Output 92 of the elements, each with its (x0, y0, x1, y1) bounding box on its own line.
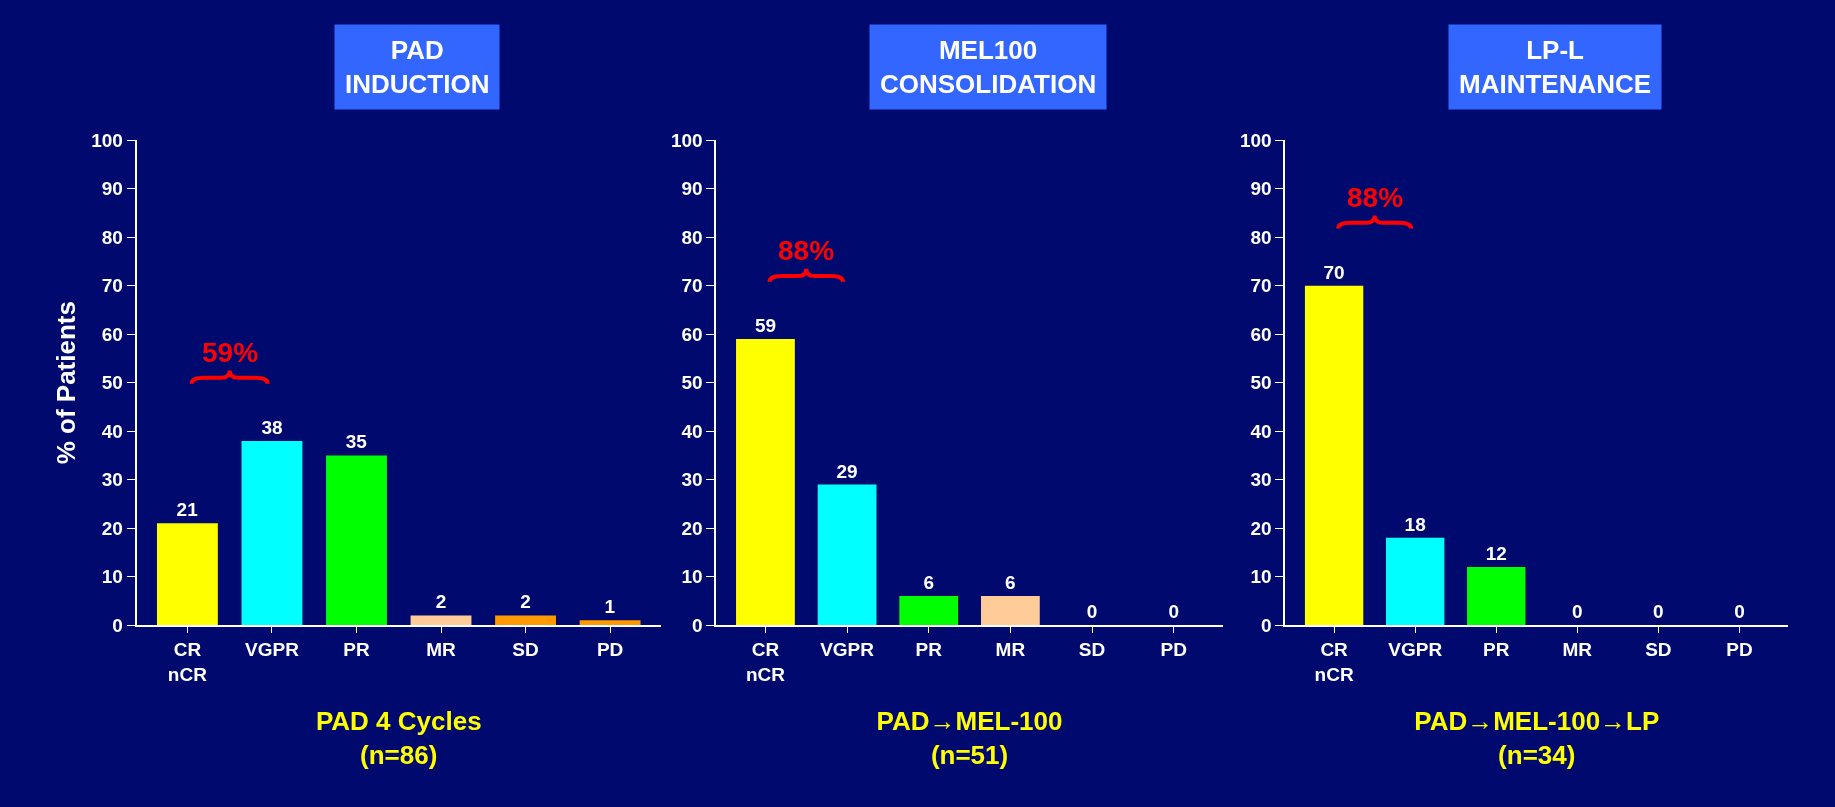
x-tick-label: MR (1562, 638, 1593, 660)
y-tick-label: 20 (101, 517, 123, 539)
x-tick-label: SD (512, 638, 539, 660)
chart-title: LP-L MAINTENANCE (1459, 35, 1652, 99)
data-label: 0 (1572, 601, 1583, 623)
x-tick-label: SD (1645, 638, 1672, 660)
y-tick-label: 20 (1250, 517, 1272, 539)
annotation: 88% (1347, 182, 1404, 213)
y-tick-label: 100 (670, 129, 703, 151)
x-tick-label: SD (1078, 638, 1106, 660)
y-tick-label: 50 (101, 372, 123, 394)
data-label: 0 (1734, 601, 1745, 623)
x-tick-label: CR nCR (1314, 638, 1354, 685)
y-tick-label: 30 (101, 469, 123, 491)
y-tick-label: 10 (681, 566, 703, 588)
data-label: 6 (923, 572, 935, 594)
x-tick-label: VGPR (245, 638, 300, 660)
bar (410, 615, 472, 626)
y-tick-label: 70 (681, 275, 703, 297)
y-tick-label: 90 (1250, 178, 1272, 200)
bar (980, 596, 1040, 626)
bar (495, 615, 556, 626)
data-label: 2 (435, 591, 447, 613)
bar (326, 455, 387, 626)
y-tick-label: 60 (1250, 323, 1272, 345)
chart-title: PAD INDUCTION (345, 35, 490, 99)
y-tick-label: 100 (91, 129, 123, 151)
y-tick-label: 0 (112, 614, 123, 636)
bar (1385, 537, 1445, 626)
y-tick-label: 50 (1250, 372, 1272, 394)
x-tick-label: PR (1483, 638, 1510, 660)
y-tick-label: 70 (101, 275, 123, 297)
x-tick-label: VGPR (820, 638, 875, 660)
y-tick-label: 40 (1250, 420, 1272, 442)
y-tick-label: 80 (101, 226, 123, 248)
bar (241, 440, 303, 626)
y-tick-label: 100 (1239, 129, 1272, 151)
x-tick-label: PD (1160, 638, 1187, 660)
data-label: 70 (1323, 261, 1345, 283)
data-label: 0 (1653, 601, 1664, 623)
y-tick-label: 80 (681, 226, 703, 248)
data-label: 38 (261, 416, 283, 438)
annotation: 88% (778, 235, 835, 266)
bar (1467, 566, 1526, 626)
x-axis-title: PAD→MEL-100 (n=51) (876, 705, 1063, 770)
x-tick-label: PD (1726, 638, 1753, 660)
y-tick-label: 80 (1250, 226, 1272, 248)
y-tick-label: 40 (101, 420, 123, 442)
x-tick-label: CR nCR (167, 638, 208, 685)
y-tick-label: 70 (1250, 275, 1272, 297)
y-tick-label: 10 (101, 566, 123, 588)
x-tick-label: MR (426, 638, 457, 660)
x-tick-label: PR (343, 638, 370, 660)
y-tick-label: 20 (681, 517, 703, 539)
bar (579, 620, 641, 626)
y-tick-label: 90 (101, 178, 123, 200)
y-tick-label: 60 (101, 323, 123, 345)
data-label: 0 (1168, 601, 1179, 623)
bar (736, 339, 795, 626)
y-tick-label: 30 (681, 469, 703, 491)
bar (156, 523, 218, 626)
x-tick-label: CR nCR (745, 638, 786, 685)
data-label: 21 (176, 499, 199, 521)
data-label: 59 (754, 315, 777, 337)
data-label: 2 (520, 591, 531, 613)
data-label: 1 (604, 596, 616, 618)
data-label: 18 (1404, 513, 1426, 535)
bar (1304, 285, 1364, 626)
data-label: 6 (1005, 572, 1016, 594)
data-label: 29 (836, 460, 858, 482)
x-tick-label: VGPR (1388, 638, 1443, 660)
y-tick-label: 60 (681, 323, 703, 345)
y-tick-label: 40 (681, 420, 703, 442)
y-tick-label: 30 (1250, 469, 1272, 491)
data-label: 0 (1086, 601, 1098, 623)
x-axis-title: PAD 4 Cycles (n=86) (315, 705, 482, 770)
bar (817, 484, 877, 626)
x-tick-label: PD (596, 638, 624, 660)
x-axis-title: PAD→MEL-100→LP (n=34) (1414, 705, 1660, 770)
data-label: 12 (1485, 542, 1507, 564)
y-tick-label: 10 (1250, 566, 1272, 588)
y-tick-label: 0 (692, 614, 703, 636)
annotation: 59% (202, 337, 259, 368)
chart-title: MEL100 CONSOLIDATION (880, 35, 1097, 99)
y-tick-label: 50 (681, 372, 703, 394)
data-label: 35 (345, 431, 368, 453)
x-tick-label: MR (995, 638, 1026, 660)
x-tick-label: PR (915, 638, 943, 660)
bar (899, 596, 959, 626)
y-tick-label: 0 (1261, 614, 1272, 636)
y-tick-label: 90 (681, 178, 703, 200)
y-axis-title: % of Patients (51, 301, 82, 465)
